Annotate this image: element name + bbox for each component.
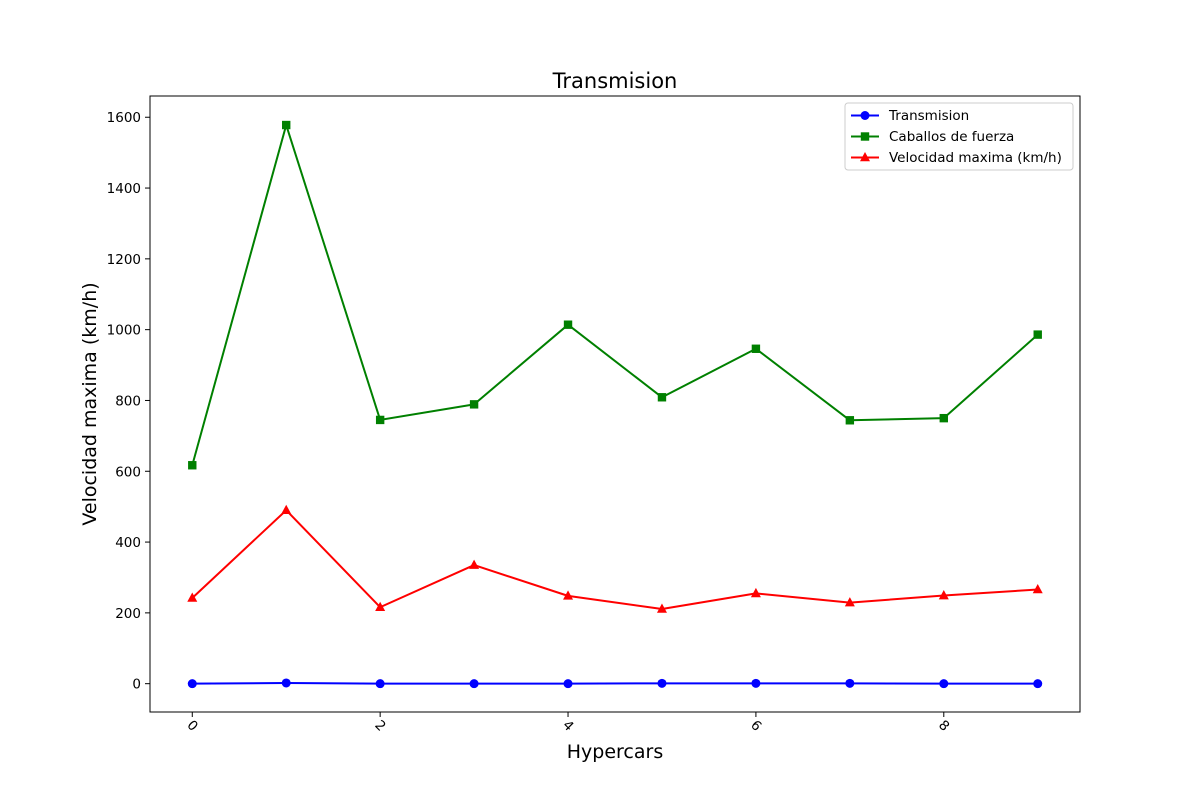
y-tick-label: 1200 xyxy=(107,252,141,268)
y-tick-label: 400 xyxy=(115,535,141,551)
y-axis-label: Velocidad maxima (km/h) xyxy=(79,282,101,525)
legend-label: Caballos de fuerza xyxy=(889,129,1014,145)
data-point xyxy=(845,678,855,688)
y-tick-label: 600 xyxy=(115,464,141,480)
data-point xyxy=(469,679,479,689)
series-line xyxy=(192,681,1038,685)
data-point xyxy=(469,400,479,409)
legend-swatch-marker xyxy=(860,152,870,162)
data-point xyxy=(656,603,667,613)
legend-item: Caballos de fuerza xyxy=(851,129,1014,145)
chart-title: Transmision xyxy=(552,69,678,93)
data-point xyxy=(187,679,197,689)
data-point xyxy=(375,679,385,689)
x-axis-label: Hypercars xyxy=(567,741,663,763)
data-point xyxy=(1033,330,1042,339)
data-point xyxy=(939,679,949,689)
series-3 xyxy=(187,504,1043,613)
data-point xyxy=(282,120,291,130)
plot-frame xyxy=(149,95,1081,713)
legend-swatch-marker xyxy=(860,111,870,120)
data-point xyxy=(939,413,948,423)
legend: Transmision Caballos de fuerza Velocidad m… xyxy=(844,102,1074,171)
data-point xyxy=(657,678,667,688)
data-point xyxy=(375,601,386,612)
data-point xyxy=(657,393,667,402)
y-tick-label: 800 xyxy=(115,393,141,409)
legend-item: Velocidad maxima (km/h) xyxy=(851,150,1062,166)
legend-label: Transmision xyxy=(888,108,969,124)
data-point xyxy=(1032,584,1043,594)
legend-item: Transmision xyxy=(851,108,969,124)
y-tick-label: 1000 xyxy=(107,323,141,339)
data-point xyxy=(563,320,573,329)
data-point xyxy=(844,597,855,607)
data-point xyxy=(750,587,761,598)
data-point xyxy=(563,679,573,689)
legend-box xyxy=(844,102,1074,171)
legend-label: Velocidad maxima (km/h) xyxy=(889,150,1062,166)
y-tick-label: 200 xyxy=(115,606,141,622)
data-point xyxy=(375,415,385,425)
y-tick-label: 0 xyxy=(132,677,141,693)
data-point xyxy=(1033,679,1043,689)
data-point xyxy=(281,504,292,515)
y-tick-label: 1600 xyxy=(107,110,141,126)
data-point xyxy=(281,678,291,688)
data-point xyxy=(188,461,197,470)
series-line xyxy=(191,124,1039,466)
series-1 xyxy=(187,678,1043,689)
y-tick-label: 1400 xyxy=(107,181,141,197)
series-2 xyxy=(188,120,1042,470)
data-point xyxy=(751,344,761,353)
data-point xyxy=(845,416,855,425)
data-point xyxy=(938,590,949,600)
data-point xyxy=(563,590,574,600)
data-point xyxy=(751,678,761,688)
data-point xyxy=(469,559,480,569)
series-line xyxy=(191,509,1038,610)
data-point xyxy=(187,592,198,602)
legend-swatch-marker xyxy=(860,132,870,141)
